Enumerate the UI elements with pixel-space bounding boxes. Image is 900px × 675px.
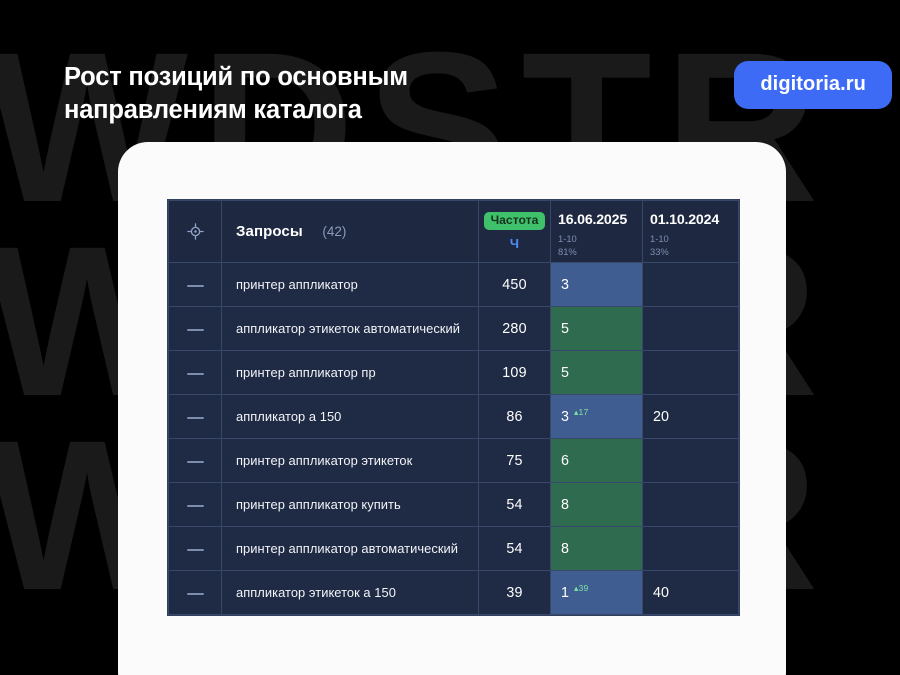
page-title-line2: направлениям каталога [64, 95, 362, 124]
column-header-queries-label: Запросы [236, 223, 303, 240]
query-cell[interactable]: принтер аппликатор [221, 262, 479, 307]
query-cell[interactable]: принтер аппликатор купить [221, 482, 479, 527]
table-row[interactable]: принтер аппликатор купить 54 8 [168, 482, 739, 527]
table-row[interactable]: аппликатор этикеток а 150 39 1 ▴39 40 [168, 570, 739, 615]
date-current-percent: 81% [558, 245, 577, 257]
frequency-cell: 54 [478, 482, 551, 527]
frequency-sub-label: Ч [509, 236, 520, 252]
frequency-cell: 450 [478, 262, 551, 307]
table-row[interactable]: принтер аппликатор 450 3 [168, 262, 739, 307]
position-current-value: 6 [561, 452, 569, 469]
row-marker-cell[interactable] [168, 526, 222, 571]
row-marker-cell[interactable] [168, 262, 222, 307]
position-previous-cell [642, 350, 739, 395]
date-current-range: 1-10 [558, 233, 577, 245]
frequency-cell: 280 [478, 306, 551, 351]
position-current-value: 5 [561, 320, 569, 337]
column-header-frequency[interactable]: Частота Ч [478, 200, 551, 263]
position-previous-cell: 20 [642, 394, 739, 439]
brand-badge[interactable]: digitoria.ru [734, 61, 892, 109]
position-current-cell: 6 [550, 438, 643, 483]
table-row[interactable]: аппликатор этикеток автоматический 280 5 [168, 306, 739, 351]
table-row[interactable]: принтер аппликатор этикеток 75 6 [168, 438, 739, 483]
position-current-value: 5 [561, 364, 569, 381]
position-current-cell: 3 ▴17 [550, 394, 643, 439]
position-previous-cell: 40 [642, 570, 739, 615]
dash-icon [186, 372, 204, 375]
frequency-cell: 39 [478, 570, 551, 615]
query-cell[interactable]: аппликатор этикеток автоматический [221, 306, 479, 351]
page-title: Рост позиций по основным направлениям ка… [64, 61, 504, 126]
row-marker-cell[interactable] [168, 394, 222, 439]
card-content: Запросы (42) Частота Ч 16.06.2025 1-10 8… [168, 200, 739, 615]
dash-icon [186, 416, 204, 419]
position-previous-cell [642, 438, 739, 483]
position-current-cell: 3 [550, 262, 643, 307]
screenshot-card: Запросы (42) Частота Ч 16.06.2025 1-10 8… [118, 142, 786, 675]
position-current-cell: 1 ▴39 [550, 570, 643, 615]
position-previous-cell [642, 262, 739, 307]
table-row[interactable]: аппликатор а 150 86 3 ▴17 20 [168, 394, 739, 439]
position-delta-up-badge: ▴39 [573, 582, 589, 593]
crosshair-target-icon [186, 222, 205, 241]
query-cell[interactable]: аппликатор а 150 [221, 394, 479, 439]
page-title-line1: Рост позиций по основным [64, 63, 408, 91]
position-previous-cell [642, 526, 739, 571]
position-previous-cell [642, 306, 739, 351]
query-cell[interactable]: принтер аппликатор этикеток [221, 438, 479, 483]
dash-icon [186, 504, 204, 507]
frequency-badge: Частота [483, 211, 546, 231]
position-delta-up-badge: ▴17 [573, 406, 589, 417]
table-row[interactable]: принтер аппликатор пр 109 5 [168, 350, 739, 395]
ranking-table: Запросы (42) Частота Ч 16.06.2025 1-10 8… [168, 200, 739, 615]
table-row[interactable]: принтер аппликатор автоматический 54 8 [168, 526, 739, 571]
row-marker-cell[interactable] [168, 438, 222, 483]
row-marker-cell[interactable] [168, 350, 222, 395]
select-all-target-icon-cell[interactable] [168, 200, 222, 263]
position-current-value: 8 [561, 540, 569, 557]
date-current-label: 16.06.2025 [558, 212, 628, 229]
dash-icon [186, 460, 204, 463]
position-current-cell: 8 [550, 526, 643, 571]
frequency-cell: 86 [478, 394, 551, 439]
dash-icon [186, 548, 204, 551]
position-current-cell: 5 [550, 350, 643, 395]
position-current-value: 8 [561, 496, 569, 513]
dash-icon [186, 328, 204, 331]
column-header-queries[interactable]: Запросы (42) [221, 200, 479, 263]
dash-icon [186, 284, 204, 287]
row-marker-cell[interactable] [168, 482, 222, 527]
table-body: принтер аппликатор 450 3 аппликатор этикето… [168, 262, 739, 615]
query-cell[interactable]: принтер аппликатор пр [221, 350, 479, 395]
position-current-cell: 5 [550, 306, 643, 351]
row-marker-cell[interactable] [168, 306, 222, 351]
date-previous-range: 1-10 [650, 233, 669, 245]
date-previous-label: 01.10.2024 [650, 212, 720, 229]
table-header: Запросы (42) Частота Ч 16.06.2025 1-10 8… [168, 200, 739, 263]
frequency-cell: 75 [478, 438, 551, 483]
position-current-value: 3 [561, 276, 569, 293]
row-marker-cell[interactable] [168, 570, 222, 615]
column-header-date-previous[interactable]: 01.10.2024 1-10 33% [642, 200, 739, 263]
query-cell[interactable]: принтер аппликатор автоматический [221, 526, 479, 571]
position-current-cell: 8 [550, 482, 643, 527]
date-previous-percent: 33% [650, 245, 669, 257]
frequency-cell: 54 [478, 526, 551, 571]
position-current-value: 3 [561, 408, 569, 425]
frequency-cell: 109 [478, 350, 551, 395]
column-header-queries-count: (42) [322, 224, 347, 239]
dash-icon [186, 592, 204, 595]
position-current-value: 1 [561, 584, 569, 601]
position-previous-cell [642, 482, 739, 527]
column-header-date-current[interactable]: 16.06.2025 1-10 81% [550, 200, 643, 263]
query-cell[interactable]: аппликатор этикеток а 150 [221, 570, 479, 615]
table-header-row: Запросы (42) Частота Ч 16.06.2025 1-10 8… [168, 200, 739, 263]
